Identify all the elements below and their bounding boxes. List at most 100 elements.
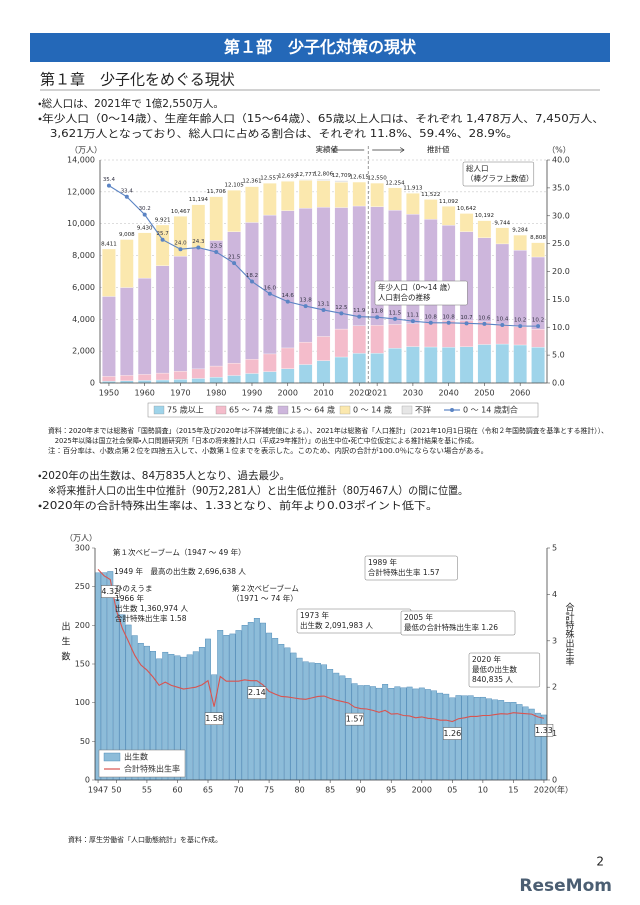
annotation: （1971 ～ 74 年） [232, 593, 298, 603]
bar-segment [173, 216, 188, 257]
bar [333, 672, 340, 781]
bar-segment [495, 243, 510, 325]
x-tick-label: 1970 [170, 389, 190, 398]
bar-segment [120, 375, 134, 381]
legend-label: 15 ～ 64 歳 [291, 405, 335, 415]
bar-segment [191, 378, 206, 384]
point-label: 24.3 [192, 239, 205, 245]
bar-segment [155, 372, 170, 381]
point-label: 33.4 [121, 188, 134, 194]
bar-segment [424, 199, 438, 220]
line-marker [536, 324, 541, 329]
bar-segment [227, 375, 241, 384]
bar [327, 669, 334, 781]
header-title: 第１部 少子化対策の現状 [223, 38, 417, 57]
line-marker [285, 299, 290, 304]
label-box [247, 686, 267, 699]
bar-segment [406, 193, 420, 215]
label-box [345, 712, 364, 726]
bar-segment [209, 240, 223, 367]
total-label: 9,008 [119, 232, 135, 238]
annotation: 最低の合計特殊出生率 1.26 [404, 622, 498, 632]
legend-swatch [153, 405, 165, 415]
y-tick-label: 8,000 [72, 251, 95, 260]
bar [510, 702, 517, 781]
chapter-title: 第１章 少子化をめぐる現状 [40, 71, 235, 89]
bar-segment [298, 179, 313, 181]
bar-segment [352, 325, 367, 354]
bar-segment [298, 208, 313, 343]
line-marker [232, 261, 237, 266]
bar [217, 630, 224, 781]
annotation: 推計値 [427, 144, 450, 154]
y-tick-label: 0 [85, 776, 90, 785]
bar [424, 689, 431, 781]
total-label: 11,092 [439, 199, 458, 205]
y-tick-label: 6,000 [72, 283, 95, 292]
x-tick-label: 2040 [438, 389, 458, 398]
y-tick-label: 2,000 [72, 347, 95, 356]
bar-segment [137, 374, 152, 381]
bar-segment [263, 183, 277, 216]
point-label: 4.32 [101, 587, 119, 596]
x-tick-label: 85 [325, 786, 335, 795]
bar-segment [209, 196, 223, 241]
y-axis-title: 出生数 [60, 620, 71, 666]
bar-segment [280, 368, 295, 384]
label-box [534, 724, 554, 737]
legend-label: 75 歳以上 [167, 405, 204, 415]
annotation: 1989 年 [368, 557, 397, 567]
x-tick-label: 90 [356, 786, 366, 795]
x-tick-label: 2010 [313, 389, 333, 398]
line-marker [160, 237, 165, 242]
line-marker [214, 249, 219, 254]
point-label: 11.9 [353, 308, 366, 314]
annotation: 出生数 2,091,983 人 [300, 620, 373, 630]
total-label: 12,777 [296, 172, 316, 178]
point-label: 1.58 [205, 714, 223, 723]
bar [394, 686, 401, 781]
bar-segment [120, 287, 134, 376]
total-label: 12,254 [385, 180, 405, 186]
line-marker [357, 314, 362, 319]
annotation-box [364, 555, 458, 581]
bar-segment [388, 324, 402, 349]
charts: 0 2,000 4,000 6,000 8,000 10,000 12,000 14,000 0… [60, 144, 575, 795]
annotation: （棒グラフ上数値） [466, 173, 534, 183]
bar-segment [388, 348, 402, 384]
bar [522, 706, 529, 781]
bar [95, 572, 102, 781]
bar-segment [245, 359, 259, 374]
total-label: 9,744 [494, 220, 510, 226]
bar-segment [477, 220, 492, 238]
line-marker [142, 212, 147, 217]
bar-segment [406, 323, 420, 347]
bar [314, 663, 321, 781]
bar-segment [298, 364, 313, 384]
annotation: 2005 年 [404, 612, 433, 622]
bar-segment [102, 248, 116, 297]
bullet: ・総人口は、2021年で 1億2,550万人。 [38, 97, 224, 110]
point-label: 1.33 [535, 726, 553, 735]
line-marker [267, 291, 272, 296]
y-tick-label: 200 [75, 621, 90, 630]
x-tick-label: 1947 [88, 786, 108, 795]
y-tick-label: 250 [75, 582, 90, 591]
bar-segment [316, 360, 331, 384]
bar [388, 688, 395, 781]
total-label: 11,913 [403, 186, 423, 192]
bar [363, 685, 370, 781]
bar-segment [459, 213, 474, 232]
x-tick-label: 60 [172, 786, 182, 795]
bar [479, 696, 486, 781]
bar [534, 712, 541, 781]
point-label: 10.2 [514, 318, 526, 324]
bar [406, 686, 413, 781]
bar [260, 622, 266, 781]
y-tick-label: 0 [90, 379, 95, 388]
bar-segment [120, 239, 134, 288]
total-label: 11,522 [421, 192, 440, 198]
point-label: 24.0 [174, 241, 187, 247]
annotation: 年少人口（0～14 歳） [378, 282, 455, 292]
bar [107, 571, 114, 781]
